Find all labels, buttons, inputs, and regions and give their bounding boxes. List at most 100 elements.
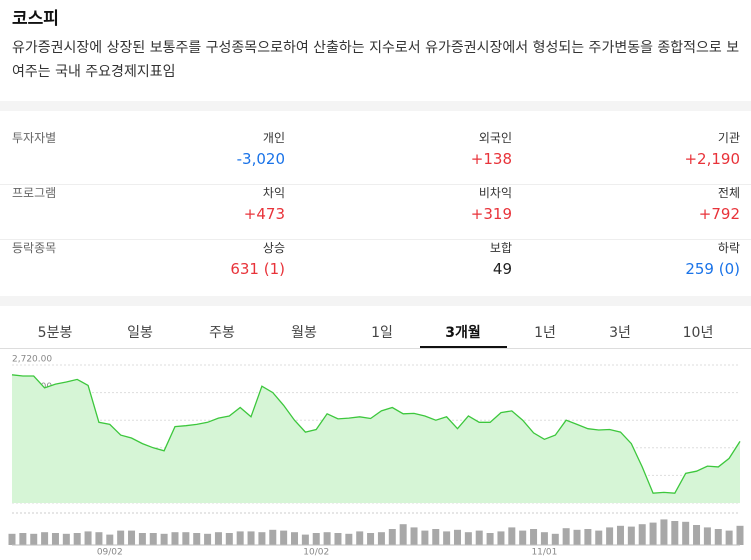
table-row: 등락종목 상승 631 (1) 보합 49 하락 259 (0) [0, 239, 751, 294]
volume-bar [356, 531, 364, 545]
volume-bar [291, 532, 299, 545]
volume-bar [660, 519, 668, 545]
volume-bar [519, 530, 527, 545]
volume-bar [149, 533, 157, 545]
table-cell: 차익 +473 [85, 184, 285, 223]
volume-bar [8, 533, 16, 545]
table-cell: 상승 631 (1) [85, 239, 285, 278]
volume-bar [627, 526, 635, 545]
volume-bar [160, 533, 168, 545]
cell-value: +138 [470, 150, 512, 168]
title: 코스피 [12, 9, 59, 29]
volume-bar [312, 533, 320, 545]
table-cell: 외국인 +138 [312, 129, 512, 168]
volume-bar [453, 529, 461, 545]
volume-bar [388, 529, 396, 545]
tab[interactable]: 3년 [609, 325, 631, 341]
volume-bar [204, 533, 212, 545]
cell-value: +319 [470, 205, 512, 223]
price-line [11, 374, 741, 494]
volume-bar [616, 525, 624, 545]
cell-value: +473 [243, 205, 285, 223]
cell-value: +792 [698, 205, 740, 223]
tab[interactable]: 3개월 [445, 325, 481, 341]
volume-bar [182, 532, 190, 545]
volume-bar [584, 529, 592, 545]
volume-bar [714, 529, 722, 545]
table-row: 프로그램 차익 +473 비차익 +319 전체 +792 [0, 184, 751, 240]
volume-bar [595, 530, 603, 545]
volume-bar [671, 521, 679, 545]
tab[interactable]: 10년 [682, 325, 714, 341]
volume-bar [573, 529, 581, 545]
volume-bar [51, 533, 59, 545]
row-label: 등락종목 [12, 241, 57, 255]
cell-name: 보합 [489, 241, 512, 255]
separator [0, 101, 751, 111]
tab[interactable]: 1일 [371, 325, 393, 341]
tab[interactable]: 주봉 [209, 325, 235, 341]
tab[interactable]: 5분봉 [37, 325, 73, 341]
cell-value: 259 (0) [685, 260, 740, 278]
volume-bar [128, 530, 136, 545]
table-cell: 비차익 +319 [312, 184, 512, 223]
y-tick-label: 2,720.00 [12, 355, 52, 365]
cell-name: 하락 [717, 241, 740, 255]
area-fill [12, 374, 740, 503]
volume-bar [95, 532, 103, 545]
volume-bar [73, 533, 81, 545]
x-tick-label: 11/01 [531, 548, 557, 558]
table-cell: 하락 259 (0) [540, 239, 740, 278]
volume-bar [138, 533, 146, 545]
table-cell: 전체 +792 [540, 184, 740, 223]
volume-bar [236, 531, 244, 545]
x-tick-label: 09/02 [97, 548, 123, 558]
separator [0, 296, 751, 306]
table-row: 투자자별 개인 -3,020 외국인 +138 기관 +2,190 [0, 129, 751, 185]
volume-bar [258, 532, 266, 545]
volume-bar [725, 530, 733, 545]
volume-bar [399, 524, 407, 545]
volume-bar [301, 534, 309, 545]
volume-bar [62, 533, 70, 545]
volume-bar [377, 532, 385, 545]
cell-name: 전체 [717, 186, 740, 200]
volume-bar [551, 533, 559, 545]
cell-value: 49 [492, 260, 512, 278]
cell-name: 차익 [262, 186, 285, 200]
volume-bar [410, 527, 418, 545]
volume-bar [540, 532, 548, 545]
tab[interactable]: 1년 [534, 325, 556, 341]
cell-name: 상승 [262, 241, 285, 255]
volume-bar [367, 533, 375, 545]
chart: 2,395.002,460.002,525.002,590.002,655.00… [8, 355, 744, 558]
volume-bar [225, 533, 233, 545]
volume-bar [323, 532, 331, 545]
volume-bar [693, 525, 701, 545]
volume-bar [562, 528, 570, 545]
cell-value: +2,190 [684, 150, 740, 168]
volume-bar [214, 532, 222, 545]
table-cell: 개인 -3,020 [85, 129, 285, 168]
volume-bar [682, 521, 690, 545]
tab[interactable]: 월봉 [291, 325, 317, 341]
volume-bar [736, 525, 744, 545]
volume-bar [475, 530, 483, 545]
volume-bar [117, 530, 125, 545]
volume-bar [30, 533, 38, 545]
volume-bar [464, 532, 472, 545]
volume-bar [193, 533, 201, 545]
cell-name: 외국인 [478, 131, 512, 145]
volume-bar [280, 530, 288, 545]
period-tabs: 5분봉 일봉 주봉 월봉 1일 3개월 1년 3년 10년 [0, 318, 751, 349]
volume-bar [19, 533, 27, 545]
volume-bar [432, 529, 440, 545]
volume-bar [247, 531, 255, 545]
volume-bar [638, 524, 646, 545]
volume-bar [497, 531, 505, 545]
volume-bar [334, 533, 342, 545]
table-cell: 보합 49 [312, 239, 512, 278]
tab[interactable]: 일봉 [127, 325, 153, 341]
cell-value: -3,020 [236, 150, 285, 168]
volume-bar [106, 534, 114, 545]
